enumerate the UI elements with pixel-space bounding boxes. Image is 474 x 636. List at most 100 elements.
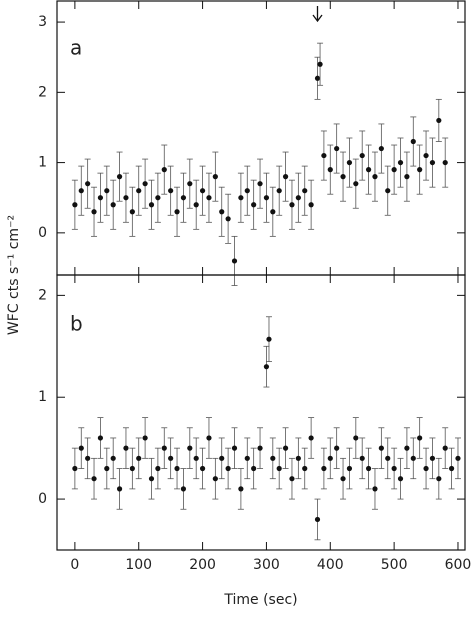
data-point	[404, 445, 410, 451]
panel-label: b	[70, 312, 83, 336]
data-point	[231, 445, 238, 451]
data-point	[289, 202, 295, 208]
data-point	[72, 465, 78, 472]
data-point	[314, 75, 321, 81]
data-point	[340, 476, 346, 482]
data-point	[123, 445, 129, 451]
data-point	[97, 435, 104, 441]
data-point	[199, 188, 206, 194]
data-point	[219, 209, 225, 215]
data-point	[142, 181, 148, 187]
data-point	[180, 195, 187, 201]
x-tick-label: 0	[70, 557, 79, 573]
data-point	[455, 455, 461, 461]
data-point	[372, 486, 378, 492]
data-point	[193, 202, 199, 208]
data-point	[225, 216, 231, 222]
data-point	[410, 455, 416, 461]
panel-frame	[56, 274, 466, 551]
data-point	[317, 61, 323, 67]
arrow	[312, 6, 323, 23]
x-axis-label: Time (sec)	[223, 592, 297, 608]
data-point	[174, 465, 180, 472]
data-point	[136, 188, 142, 194]
data-point	[410, 138, 416, 145]
data-point	[346, 465, 353, 472]
data-point	[238, 486, 244, 492]
data-point	[346, 159, 353, 166]
data-point	[180, 486, 187, 492]
data-point	[340, 174, 346, 180]
data-point	[334, 445, 340, 451]
data-point	[442, 159, 448, 166]
data-point	[257, 181, 263, 187]
y-tick-label: 1	[38, 155, 47, 171]
data-point	[282, 174, 289, 180]
data-point	[244, 188, 250, 194]
data-point	[129, 465, 135, 472]
y-tick-label: 3	[38, 14, 47, 30]
data-point	[263, 195, 270, 201]
x-tick-label: 200	[189, 557, 216, 573]
data-point	[161, 167, 167, 173]
data-point	[429, 159, 436, 166]
data-point	[448, 465, 455, 472]
data-point	[436, 117, 442, 124]
data-point	[155, 465, 161, 472]
data-point	[442, 445, 448, 451]
data-point	[78, 445, 84, 451]
data-point	[91, 476, 97, 482]
data-point	[397, 159, 404, 166]
data-point	[168, 455, 174, 461]
data-point	[321, 465, 327, 472]
data-point	[417, 167, 423, 173]
data-point	[266, 336, 272, 342]
data-point	[372, 174, 378, 180]
data-point	[78, 188, 84, 194]
y-tick-label: 0	[38, 225, 47, 241]
data-point	[276, 465, 282, 472]
data-point	[238, 195, 244, 201]
data-point	[97, 195, 104, 201]
data-point	[104, 188, 110, 194]
data-point	[436, 476, 442, 482]
data-point	[116, 486, 123, 492]
data-point	[251, 465, 257, 472]
data-point	[276, 188, 282, 194]
data-point	[359, 152, 365, 159]
data-point	[142, 435, 148, 441]
data-point	[85, 455, 91, 461]
y-tick-label: 1	[38, 389, 47, 405]
data-point	[123, 195, 129, 201]
data-point	[385, 455, 391, 461]
data-point	[327, 167, 333, 173]
x-tick-label: 300	[253, 557, 280, 573]
data-point	[193, 455, 199, 461]
data-point	[263, 364, 270, 370]
y-tick-label: 0	[38, 491, 47, 507]
data-point	[302, 465, 308, 472]
data-point	[365, 465, 372, 472]
data-point	[359, 455, 365, 461]
data-point	[295, 455, 301, 461]
data-point	[225, 465, 231, 472]
data-point	[308, 202, 314, 208]
data-point	[187, 445, 193, 451]
data-point	[404, 174, 410, 180]
data-point	[116, 174, 123, 180]
data-point	[270, 455, 276, 461]
data-point	[334, 145, 340, 152]
data-point	[257, 445, 263, 451]
x-tick-label: 500	[381, 557, 408, 573]
data-point	[429, 455, 436, 461]
x-tick-label: 100	[125, 557, 152, 573]
data-point	[282, 445, 289, 451]
data-point	[161, 445, 167, 451]
data-point	[104, 465, 110, 472]
y-tick-label: 2	[38, 287, 47, 303]
panel-label: a	[70, 36, 82, 60]
data-point	[417, 435, 423, 441]
data-point	[148, 476, 155, 482]
y-tick-label: 2	[38, 84, 47, 100]
